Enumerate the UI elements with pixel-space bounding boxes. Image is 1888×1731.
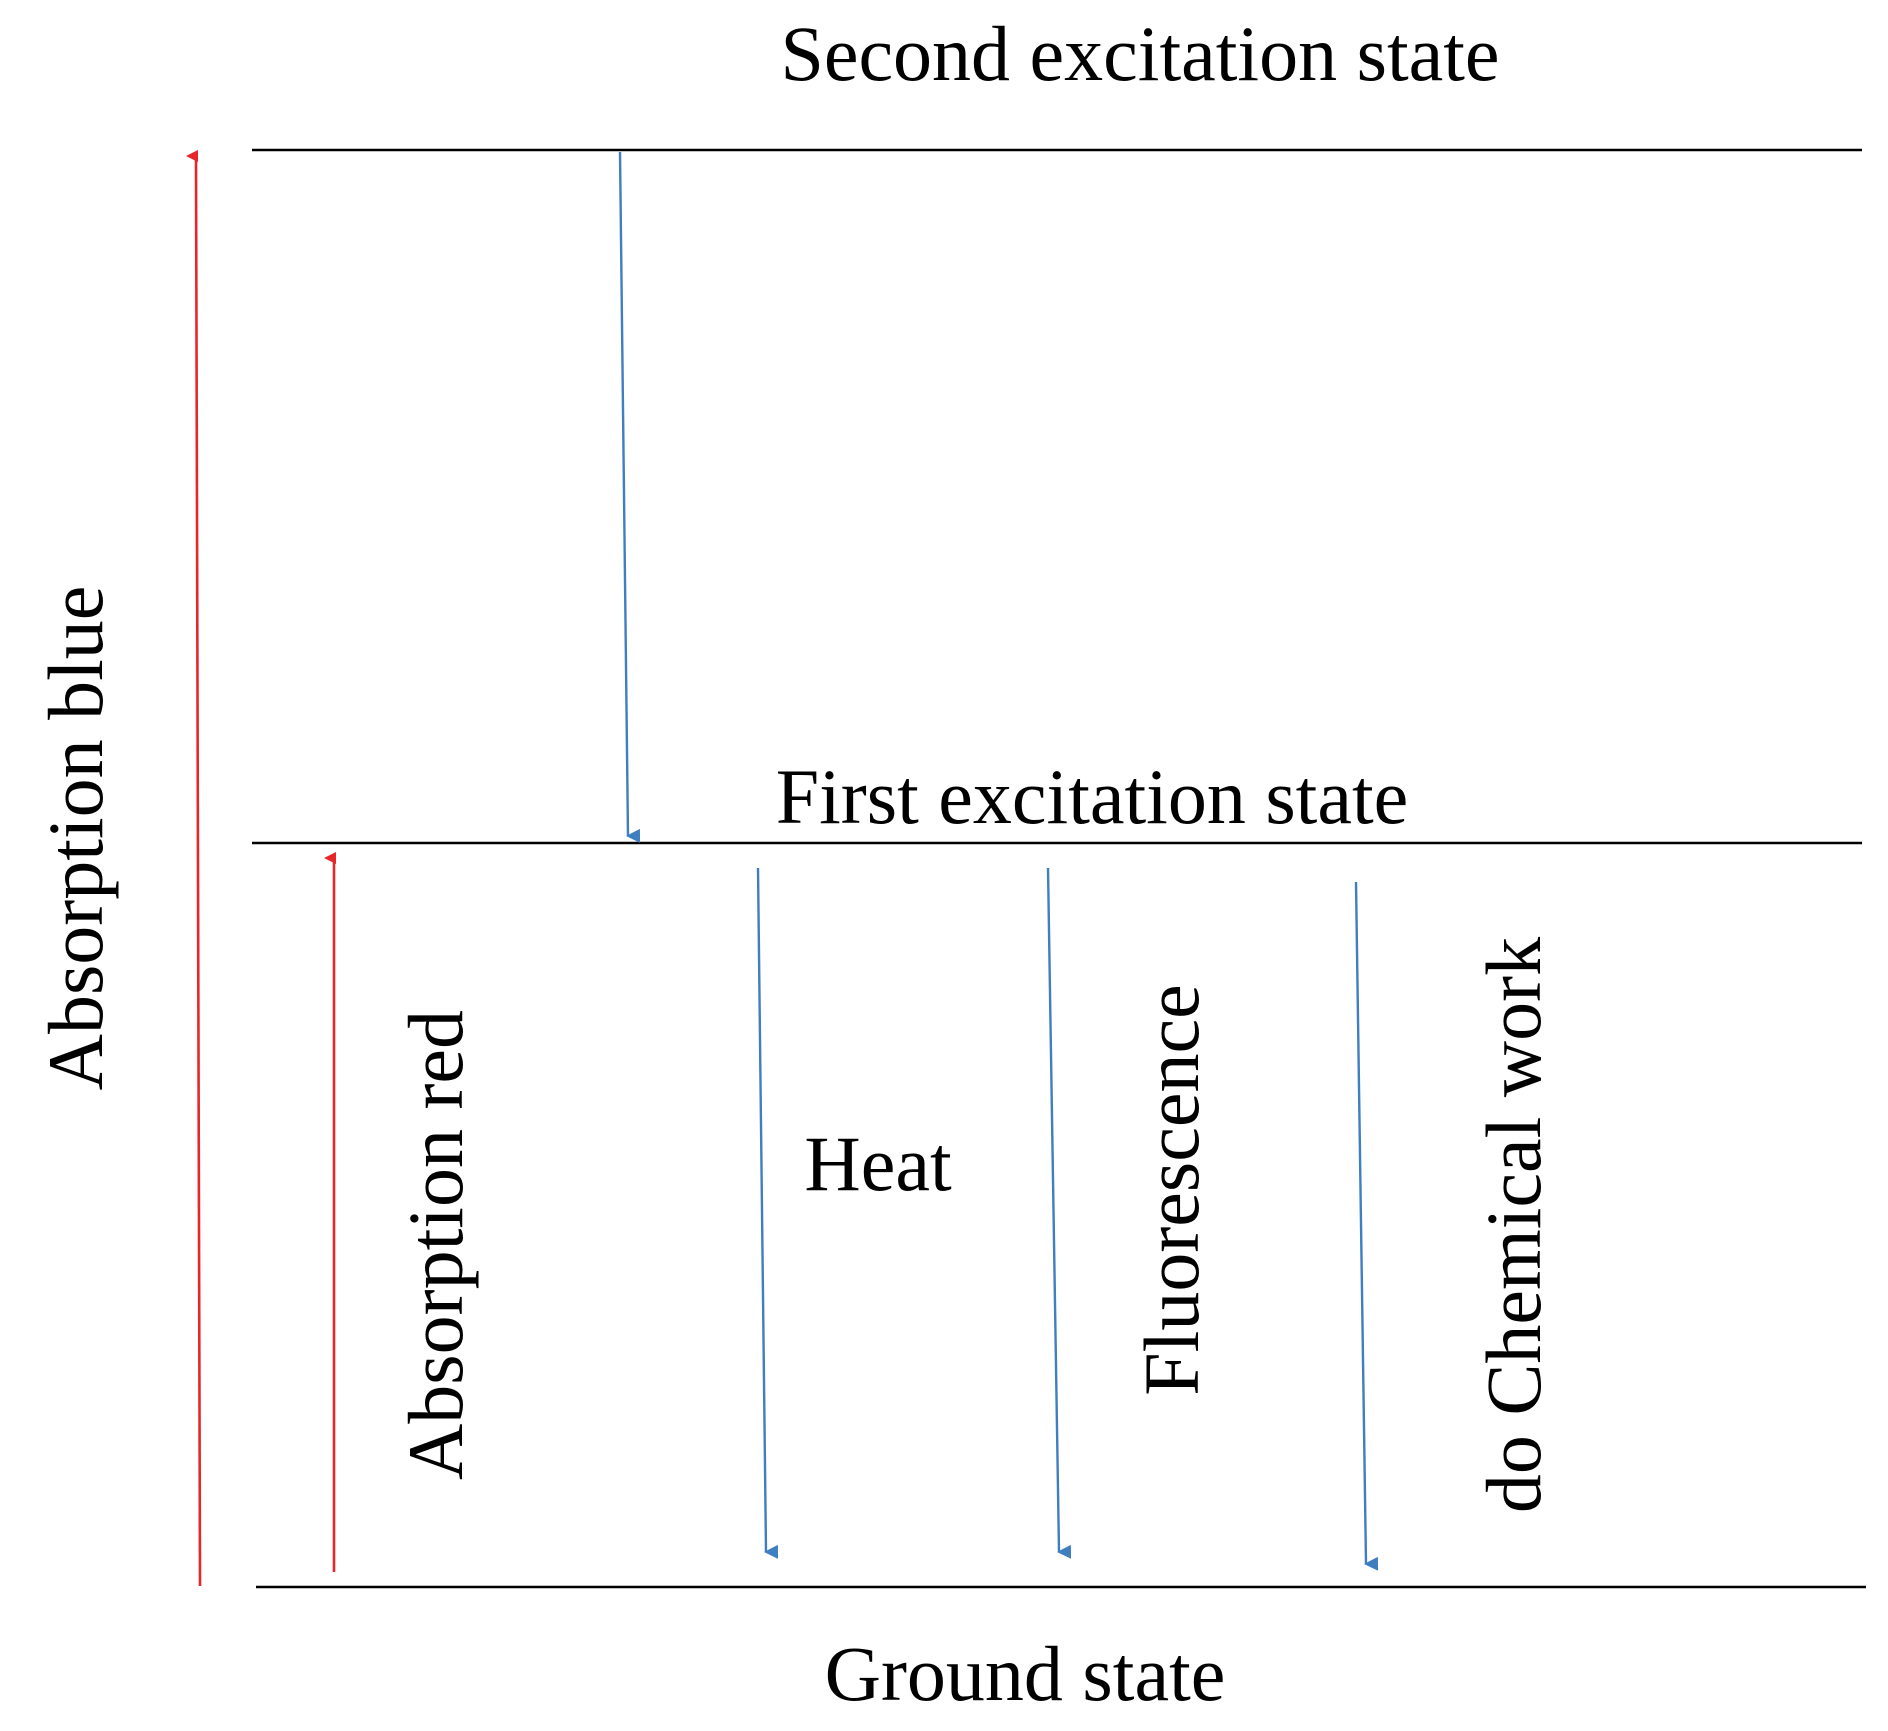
fluorescence-label: Fluorescence	[1128, 984, 1215, 1395]
ground-state-label: Ground state	[825, 1630, 1226, 1717]
chemical-work-arrow	[1354, 881, 1379, 1571]
absorption-red-label: Absorption red	[392, 1010, 479, 1480]
heat-arrow	[756, 867, 779, 1559]
absorption-blue-label: Absorption blue	[32, 586, 119, 1091]
absorption-blue-arrow	[186, 149, 202, 1587]
second-excitation-state-label: Second excitation state	[780, 10, 1499, 97]
second-to-first-decay-arrow	[618, 151, 641, 843]
chemical-work-label: do Chemical work	[1470, 937, 1557, 1513]
fluorescence-arrow	[1046, 867, 1072, 1559]
heat-label: Heat	[804, 1120, 952, 1207]
first-excitation-state-label: First excitation state	[776, 753, 1409, 840]
